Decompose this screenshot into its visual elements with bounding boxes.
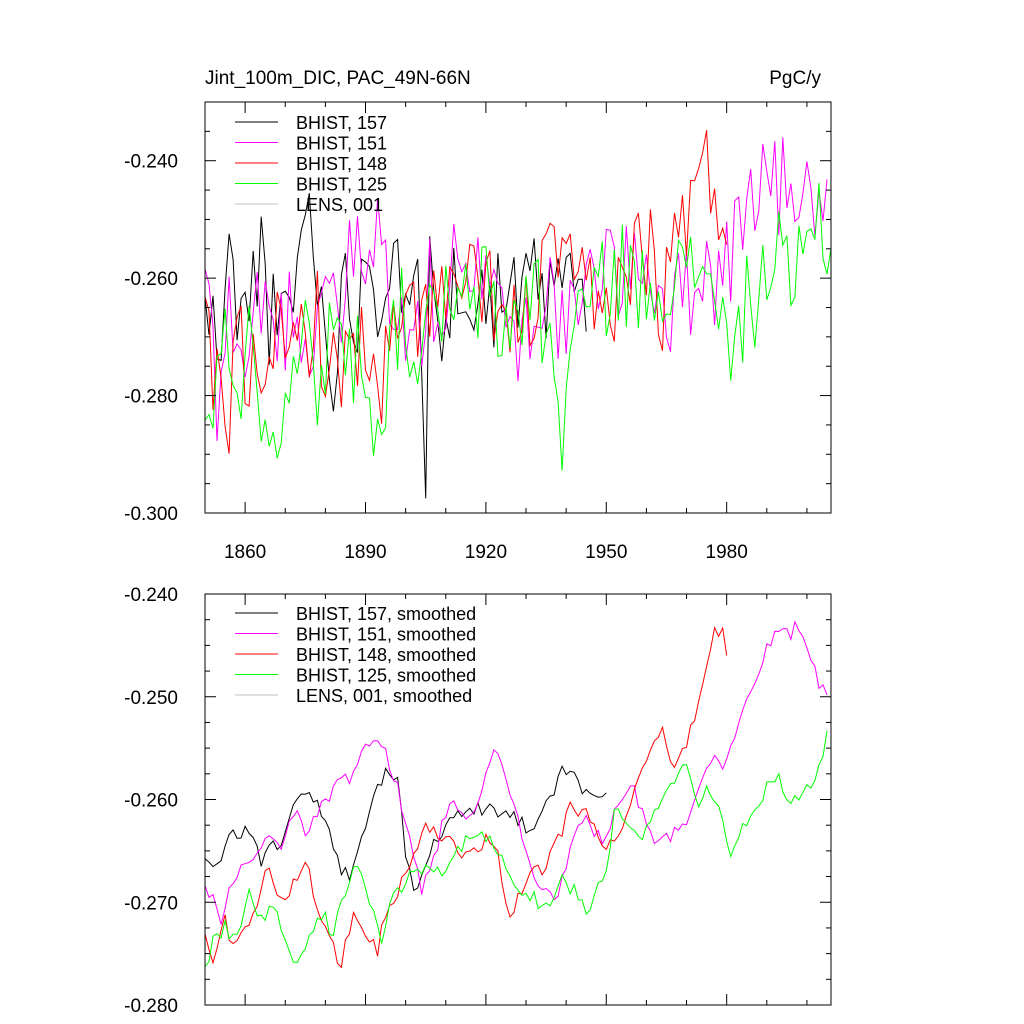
chart-panel-1: -0.300 -0.280 -0.260 -0.240 1860 1890 1920 1950…	[124, 68, 832, 563]
chart-title: Jint_100m_DIC, PAC_49N-66N	[205, 68, 471, 89]
legend-label: BHIST, 148, smoothed	[296, 645, 476, 665]
x-tick-label: 1920	[465, 542, 507, 563]
y-tick-label: -0.270	[124, 893, 178, 914]
legend-label: BHIST, 157, smoothed	[296, 604, 476, 624]
legend-label: BHIST, 125	[296, 175, 387, 195]
series-line-1	[204, 193, 587, 499]
x-tick-label: 1860	[224, 542, 266, 563]
chart-units: PgC/y	[769, 68, 821, 89]
series-line-4	[204, 730, 828, 968]
x-tick-label: 1890	[344, 542, 386, 563]
y-tick-label: -0.280	[124, 387, 178, 408]
y-tick-label: -0.240	[124, 585, 178, 606]
y-tick-label: -0.240	[124, 152, 178, 173]
y-tick-label: -0.280	[124, 996, 178, 1017]
legend-label: BHIST, 148	[296, 154, 387, 174]
series-line-3	[204, 130, 728, 454]
y-tick-label: -0.260	[124, 791, 178, 812]
y-tick-label: -0.300	[124, 504, 178, 525]
legend-label: BHIST, 151, smoothed	[296, 625, 476, 645]
legend-label: LENS, 001, smoothed	[296, 686, 472, 706]
y-tick-label: -0.250	[124, 688, 178, 709]
y-tick-label: -0.260	[124, 269, 178, 290]
series-line-3	[204, 625, 728, 969]
legend-label: BHIST, 157	[296, 113, 387, 133]
legend-label: BHIST, 125, smoothed	[296, 666, 476, 686]
x-tick-label: 1980	[706, 542, 748, 563]
series-line-1	[204, 764, 607, 892]
chart-panel-2: -0.280 -0.270 -0.260 -0.250 -0.240 BHIST, 157…	[124, 585, 832, 1017]
series-line-4	[204, 182, 832, 471]
x-tick-label: 1950	[585, 542, 627, 563]
legend-label: BHIST, 151	[296, 134, 387, 154]
series-line-2	[204, 620, 828, 925]
legend-label: LENS, 001	[296, 195, 383, 215]
